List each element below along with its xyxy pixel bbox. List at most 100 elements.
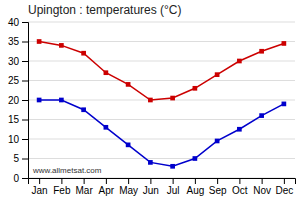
tick-label: 10 [8,134,20,145]
tick-label: 15 [8,114,20,125]
tick-mark [106,178,107,184]
tick-label: Nov [253,185,271,196]
tick-mark [173,178,174,184]
marker [148,160,153,165]
series [37,98,286,169]
y-tick: 10 [8,134,28,145]
plot: 0 5 10 15 20 25 30 35 40 Jan Feb Mar Apr May Jun Jul Aug… [8,17,296,196]
tick-mark [284,178,285,184]
tick-label: Jan [32,185,48,196]
x-tick: Jul [167,178,180,196]
x-tick: Dec [275,178,293,196]
tick-label: Oct [232,185,248,196]
marks [37,39,286,168]
tick-mark [22,61,28,62]
tick-mark [128,178,129,184]
y-tick: 35 [8,36,28,47]
title: Upington : temperatures (°C) [28,3,182,17]
marker [104,70,109,75]
tick-mark [195,178,196,184]
tick-mark [22,139,28,140]
axis-line [29,179,296,185]
x-tick: Oct [232,178,248,196]
y-tick: 5 [13,153,28,164]
tick-label: Apr [99,185,115,196]
marker [148,98,153,103]
y-tick: 0 [13,173,28,184]
tick-label: 40 [8,17,20,28]
tick-label: Sep [209,185,227,196]
marker [259,49,264,54]
tick-mark [84,178,85,184]
x-tick: Jan [32,178,48,196]
tick-mark [22,22,28,23]
marker [81,107,86,112]
tick-mark [22,100,28,101]
x-tick: Feb [53,178,71,196]
marker [282,41,287,46]
marker [170,164,175,169]
marker [193,156,198,161]
x-tick: Mar [76,178,94,196]
tick-mark [239,178,240,184]
y-tick: 30 [8,56,28,67]
tick-label: Jul [167,185,180,196]
tick-mark [262,178,263,184]
marker [215,139,220,144]
marker [170,96,175,101]
grid-line [28,158,295,159]
grid-line [28,139,295,140]
marker [126,82,131,87]
x-tick: Aug [186,178,204,196]
x-tick: May [119,178,138,196]
tick-mark [22,178,28,179]
marker [215,72,220,77]
series [37,39,286,102]
line [39,100,284,166]
grid [28,22,295,178]
tick-mark [61,178,62,184]
tick-mark [22,120,28,121]
grid-line [28,80,295,81]
tick-label: Jun [143,185,159,196]
y-tick: 25 [8,75,28,86]
tick-label: 20 [8,95,20,106]
line [39,42,284,101]
annotation: www.allmetsat.com [32,166,102,175]
marker [37,98,42,103]
tick-label: 35 [8,36,20,47]
tick-mark [22,81,28,82]
marker [193,86,198,91]
marker [282,102,287,107]
chart: 0 5 10 15 20 25 30 35 40 Jan Feb Mar Apr May Jun Jul Aug… [0,0,305,200]
tick-mark [22,42,28,43]
tick-label: 0 [13,173,19,184]
tick-label: May [119,185,138,196]
y-tick: 15 [8,114,28,125]
grid-line [28,22,295,23]
marker [259,113,264,118]
x-tick: Nov [253,178,271,196]
y-axis: 0 5 10 15 20 25 30 35 40 [8,17,29,184]
tick-label: Feb [53,185,71,196]
y-tick: 40 [8,17,28,28]
axis-line [22,23,29,179]
tick-mark [22,159,28,160]
tick-label: 25 [8,75,20,86]
marker [81,51,86,56]
marker [104,125,109,130]
x-axis: Jan Feb Mar Apr May Jun Jul Aug Sep Oct Nov Dec [29,178,296,196]
x-tick: Jun [143,178,159,196]
marker [59,98,64,103]
tick-mark [217,178,218,184]
grid-line [28,41,295,42]
tick-label: Mar [76,185,94,196]
marker [37,39,42,44]
tick-mark [39,178,40,184]
marker [237,59,242,64]
y-tick: 20 [8,95,28,106]
marker [126,143,131,148]
tick-label: 30 [8,56,20,67]
marker [237,127,242,132]
tick-label: Aug [186,185,204,196]
